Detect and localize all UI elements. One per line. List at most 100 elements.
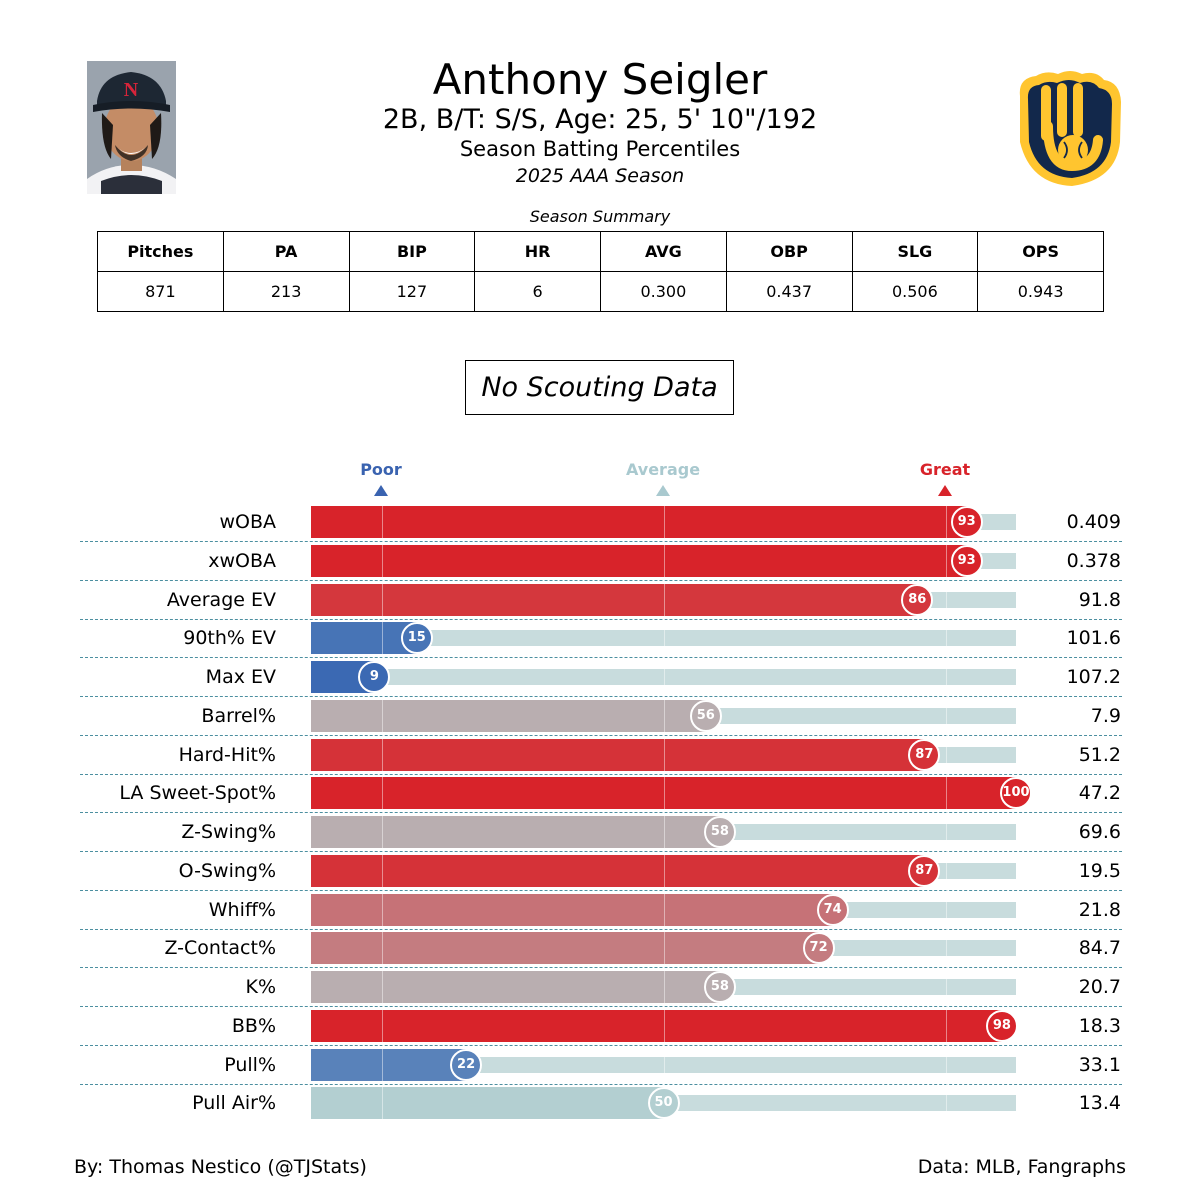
milwaukee-brewers-ball-in-glove-logo-icon (1019, 71, 1121, 186)
percentile-dot: 87 (908, 854, 941, 887)
bar-track (311, 630, 1016, 647)
percentile-bar (311, 1087, 664, 1120)
percentile-bar (311, 971, 720, 1003)
summary-header-cell: BIP (348, 231, 476, 272)
metric-value: 107.2 (1066, 666, 1121, 688)
metric-label: Z-Contact% (164, 937, 276, 960)
summary-value-cell: 6 (474, 271, 601, 312)
metric-value: 33.1 (1078, 1053, 1121, 1076)
summary-value-cell: 0.943 (977, 271, 1104, 312)
percentile-dot: 58 (703, 971, 736, 1003)
percentile-dot: 56 (689, 699, 722, 732)
legend-average-label: Average (625, 460, 701, 479)
row-separator (80, 851, 1122, 852)
percentile-dot: 22 (450, 1048, 483, 1081)
percentile-bar (311, 1009, 1002, 1042)
player-headshot-photo-icon: N (87, 61, 176, 194)
summary-value-cell: 0.300 (600, 271, 727, 312)
svg-text:N: N (124, 79, 139, 101)
bar-track (311, 669, 1016, 685)
metric-label: Hard-Hit% (178, 743, 276, 766)
metric-label: Pull Air% (192, 1092, 276, 1115)
footer-credit: By: Thomas Nestico (@TJStats) (74, 1156, 367, 1178)
reference-line (381, 505, 383, 1119)
metric-value: 91.8 (1078, 588, 1121, 611)
row-separator (80, 1083, 1122, 1085)
summary-header-cell: Pitches (97, 231, 224, 272)
percentile-bar (311, 1048, 467, 1081)
percentile-dot: 72 (802, 932, 835, 965)
percentile-bar (311, 854, 925, 887)
metric-label: LA Sweet-Spot% (119, 782, 276, 805)
percentile-dot: 100 (1000, 777, 1032, 810)
season-summary-table: Pitches PA BIP HR AVG OBP SLG OPS 871 21… (97, 231, 1104, 312)
player-info: 2B, B/T: S/S, Age: 25, 5' 10"/192 (382, 104, 818, 135)
metric-value: 7.9 (1090, 704, 1121, 727)
report-title: Season Batting Percentiles (459, 137, 741, 161)
row-separator (80, 541, 1122, 542)
summary-header-cell: HR (474, 231, 601, 272)
summary-value-row: 871 213 127 6 0.300 0.437 0.506 0.943 (97, 271, 1104, 312)
summary-header-cell: AVG (600, 231, 727, 272)
metric-value: 0.378 (1066, 549, 1121, 572)
percentile-dot: 15 (400, 622, 433, 655)
metric-value: 13.4 (1078, 1092, 1121, 1115)
row-separator (80, 618, 1122, 620)
percentile-bar (311, 932, 819, 965)
metric-label: BB% (231, 1014, 276, 1037)
percentile-bar (311, 777, 1016, 810)
percentile-dot: 74 (816, 893, 849, 926)
legend-poor-label: Poor (360, 460, 402, 479)
metric-value: 101.6 (1066, 627, 1121, 650)
metric-value: 84.7 (1078, 937, 1121, 960)
metric-value: 47.2 (1078, 782, 1121, 805)
row-separator (80, 928, 1122, 930)
player-headshot: N (87, 61, 176, 194)
percentile-bar (311, 738, 925, 771)
summary-title: Season Summary (529, 207, 671, 226)
percentile-bar (311, 622, 417, 655)
percentile-dot: 86 (901, 583, 934, 616)
player-name: Anthony Seigler (432, 55, 768, 104)
reference-line (945, 505, 947, 1119)
percentile-dot: 50 (647, 1087, 680, 1120)
row-separator (80, 696, 1122, 697)
percentile-bar (311, 506, 967, 538)
footer-source: Data: MLB, Fangraphs (917, 1156, 1126, 1178)
scouting-data-box: No Scouting Data (465, 360, 734, 415)
row-separator (80, 734, 1122, 736)
metric-value: 21.8 (1078, 898, 1121, 921)
metric-label: K% (245, 976, 276, 998)
metric-label: Max EV (205, 666, 276, 688)
row-separator (80, 773, 1122, 775)
metric-label: 90th% EV (183, 627, 276, 650)
row-separator (80, 579, 1122, 581)
metric-label: Pull% (224, 1053, 276, 1076)
percentile-bar (311, 816, 720, 848)
metric-value: 20.7 (1078, 976, 1121, 998)
row-separator (80, 657, 1122, 659)
metric-label: Z-Swing% (181, 821, 276, 843)
legend-great-triangle-icon (938, 485, 952, 496)
legend-poor-triangle-icon (374, 485, 388, 496)
summary-value-cell: 0.506 (851, 271, 979, 312)
percentile-bar (311, 893, 833, 926)
percentile-bar (311, 583, 918, 616)
season-label: 2025 AAA Season (515, 165, 685, 187)
reference-line (663, 505, 665, 1119)
metric-label: wOBA (219, 511, 276, 533)
row-separator (80, 1044, 1122, 1046)
bar-track (311, 1056, 1016, 1073)
summary-header-cell: SLG (851, 231, 979, 272)
metric-label: O-Swing% (178, 859, 276, 882)
percentile-dot: 58 (703, 816, 736, 848)
percentile-dot: 98 (985, 1009, 1018, 1042)
metric-label: Whiff% (208, 898, 276, 921)
summary-value-cell: 127 (348, 271, 476, 312)
legend-average-triangle-icon (656, 485, 670, 496)
metric-value: 0.409 (1066, 511, 1121, 533)
row-separator (80, 967, 1122, 969)
row-separator (80, 812, 1122, 814)
metric-value: 19.5 (1078, 859, 1121, 882)
